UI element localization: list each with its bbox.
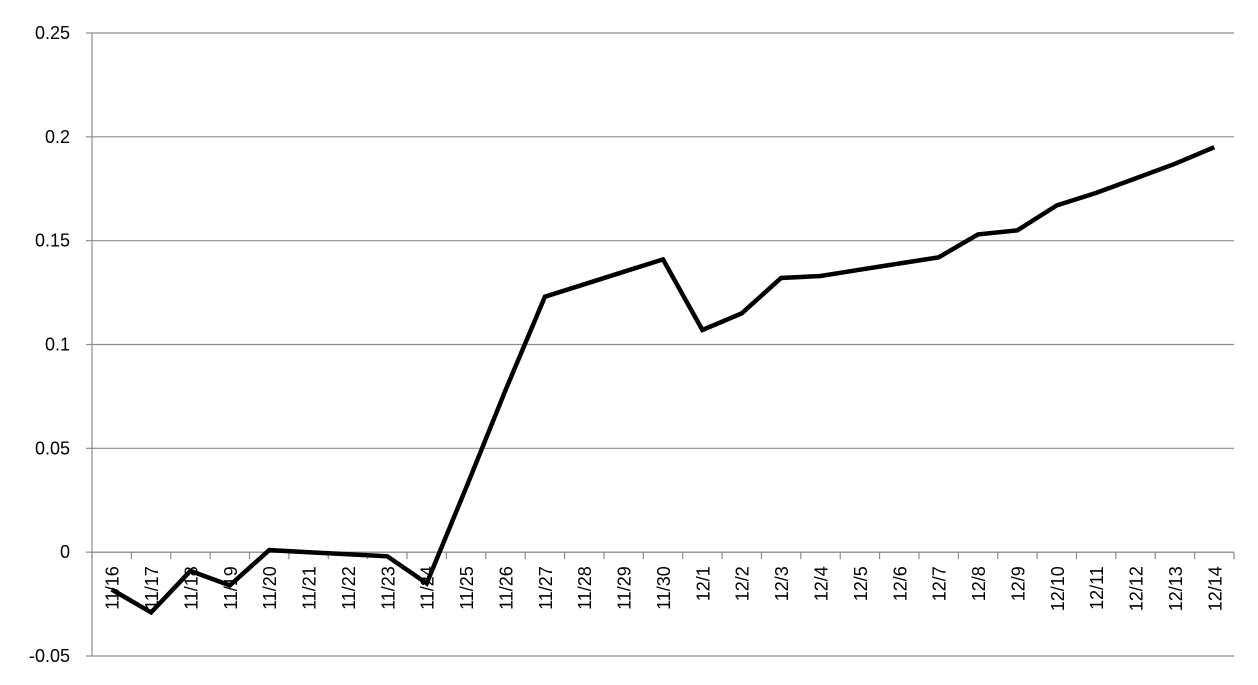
x-tick-label: 12/6: [890, 566, 910, 601]
x-tick-label: 12/12: [1127, 566, 1147, 611]
y-tick-labels: -0.05 0 0.05 0.1 0.15 0.2 0.25: [29, 23, 70, 666]
x-tick-label: 12/14: [1205, 566, 1225, 611]
series-line: [110, 145, 1216, 616]
x-tick-label: 11/29: [615, 566, 635, 610]
x-tick-label: 12/2: [733, 566, 753, 601]
x-tick-label: 12/7: [930, 566, 950, 601]
x-tick-label: 11/27: [536, 566, 556, 610]
x-tick-label: 12/9: [1008, 566, 1028, 601]
x-tick-label: 11/28: [575, 566, 595, 610]
series-group: [110, 145, 1216, 616]
x-tick-labels: 11/16 11/17 11/18 11/19 11/20 11/21 11/22 11/23…: [103, 566, 1226, 611]
x-tick-label: 11/19: [221, 566, 241, 610]
x-tick-label: 11/17: [142, 566, 162, 610]
y-tick-label: 0.1: [45, 335, 70, 355]
y-tick-label: 0.05: [35, 438, 70, 458]
y-tick-label: 0.15: [35, 231, 70, 251]
x-tick-label: 12/8: [969, 566, 989, 601]
x-tick-label: 11/21: [300, 566, 320, 610]
x-tick-label: 11/26: [496, 566, 516, 610]
gridlines: [92, 32, 1234, 657]
x-tick-label: 11/30: [654, 566, 674, 610]
x-tick-label: 11/24: [418, 566, 438, 610]
x-tick-label: 12/3: [772, 566, 792, 601]
x-tick-label: 11/20: [260, 566, 280, 610]
x-tick-label: 12/4: [812, 566, 832, 601]
y-tick-label: 0.25: [35, 23, 70, 43]
x-tick-label: 12/10: [1048, 566, 1068, 611]
y-tick-label: 0.2: [45, 127, 70, 147]
y-tick-label: -0.05: [29, 646, 70, 666]
x-tick-label: 11/23: [378, 566, 398, 610]
y-tick-label: 0: [60, 542, 70, 562]
x-tick-label: 11/25: [457, 566, 477, 610]
x-tick-label: 12/5: [851, 566, 871, 601]
x-tick-label: 12/13: [1166, 566, 1186, 611]
x-tick-label: 12/11: [1087, 566, 1107, 610]
x-tick-label: 11/22: [339, 566, 359, 610]
x-tick-label: 12/1: [693, 566, 713, 601]
